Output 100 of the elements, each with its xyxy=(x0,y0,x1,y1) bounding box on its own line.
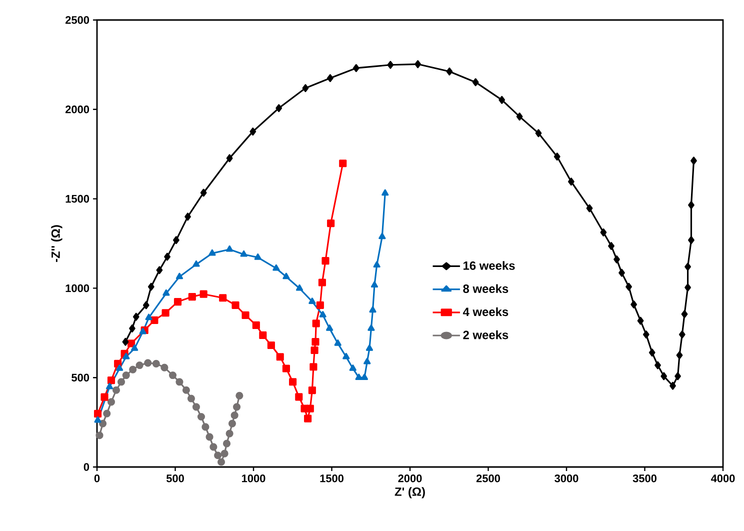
point xyxy=(160,364,168,372)
point xyxy=(129,366,137,374)
point xyxy=(618,268,625,277)
point xyxy=(670,382,676,390)
point xyxy=(122,352,130,360)
legend-label: 2 weeks xyxy=(463,330,508,340)
point xyxy=(339,160,347,168)
point xyxy=(217,458,226,466)
point xyxy=(103,410,111,418)
legend-label: 8 weeks xyxy=(463,284,508,293)
point xyxy=(208,249,216,256)
point xyxy=(272,264,280,271)
point xyxy=(312,320,320,328)
point xyxy=(240,250,248,257)
point xyxy=(250,128,256,136)
point xyxy=(267,341,275,350)
point xyxy=(145,314,152,320)
point xyxy=(295,393,303,401)
point xyxy=(230,412,238,420)
point xyxy=(568,178,574,186)
point xyxy=(232,301,240,309)
point xyxy=(127,340,136,348)
x-tick-label: 2000 xyxy=(398,474,422,482)
point xyxy=(200,188,207,197)
point xyxy=(100,393,108,401)
point xyxy=(122,338,129,346)
point xyxy=(304,414,312,422)
point xyxy=(150,316,158,324)
point xyxy=(302,84,309,92)
point xyxy=(156,266,163,274)
point xyxy=(148,282,154,291)
point xyxy=(554,152,560,161)
point xyxy=(360,374,368,380)
point xyxy=(222,440,231,448)
point xyxy=(282,272,290,280)
point xyxy=(382,189,389,196)
point xyxy=(187,394,196,402)
point xyxy=(654,361,661,370)
point xyxy=(162,309,170,317)
point xyxy=(688,236,694,244)
point xyxy=(252,321,260,329)
point xyxy=(326,324,334,331)
point xyxy=(96,432,104,440)
point xyxy=(352,64,360,72)
point xyxy=(176,272,184,280)
point xyxy=(516,112,523,121)
point xyxy=(173,236,180,244)
point xyxy=(276,104,282,112)
point xyxy=(642,330,650,338)
y-tick-label: 500 xyxy=(72,374,90,382)
point xyxy=(366,344,374,351)
point xyxy=(232,403,241,411)
point xyxy=(355,374,362,380)
point xyxy=(226,154,233,162)
point xyxy=(614,255,620,264)
point xyxy=(214,452,222,460)
point xyxy=(368,324,375,331)
point xyxy=(197,412,206,421)
point xyxy=(684,262,691,271)
point xyxy=(296,284,304,291)
point xyxy=(122,371,130,380)
point xyxy=(131,344,138,351)
point xyxy=(349,364,356,371)
point xyxy=(446,68,453,76)
point xyxy=(310,363,318,371)
y-tick-label: 1000 xyxy=(66,284,90,292)
point xyxy=(369,306,376,313)
point xyxy=(676,351,683,360)
point xyxy=(210,443,218,451)
point xyxy=(535,129,542,138)
point xyxy=(688,201,694,210)
point xyxy=(678,330,686,338)
point xyxy=(342,352,350,360)
point xyxy=(637,316,644,325)
point xyxy=(200,290,208,298)
point xyxy=(319,311,326,318)
point xyxy=(684,283,691,292)
point xyxy=(276,353,284,361)
x-tick-label: 1000 xyxy=(242,474,266,482)
point xyxy=(308,298,316,304)
point xyxy=(318,278,326,286)
point xyxy=(306,404,314,412)
point xyxy=(184,212,191,221)
point xyxy=(681,310,688,318)
point xyxy=(282,364,290,372)
point xyxy=(370,281,378,288)
x-tick-label: 4000 xyxy=(710,474,735,482)
point xyxy=(182,386,190,394)
x-axis-title: Z' (Ω) xyxy=(394,487,425,498)
point xyxy=(174,298,182,306)
point xyxy=(176,378,184,386)
point xyxy=(226,245,234,252)
x-tick-label: 3000 xyxy=(554,474,578,482)
point xyxy=(316,301,324,309)
point xyxy=(162,289,170,296)
legend-label: 16 weeks xyxy=(464,261,515,270)
point xyxy=(308,386,316,394)
point xyxy=(630,300,637,308)
point xyxy=(498,96,506,104)
point xyxy=(690,156,697,165)
